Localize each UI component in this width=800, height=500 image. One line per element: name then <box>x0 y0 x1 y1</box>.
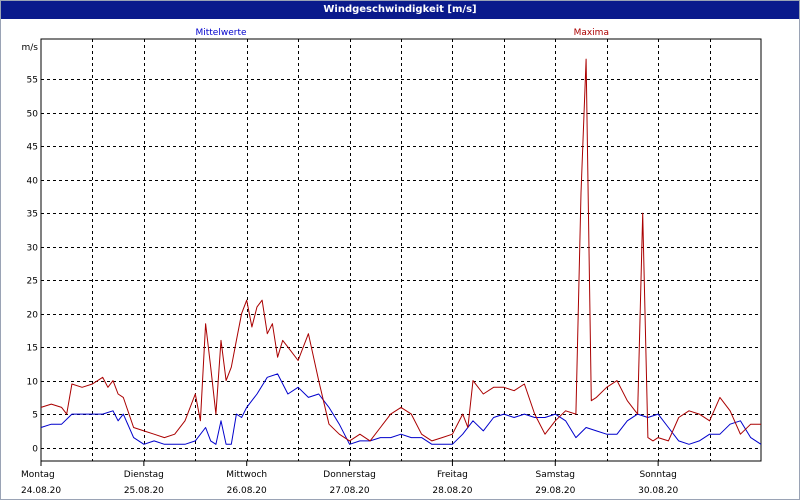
x-day-label: Sonntag <box>639 470 676 480</box>
x-date-label: 29.08.20 <box>535 486 575 496</box>
y-tick-label: 25 <box>27 277 38 287</box>
y-tick-label: 35 <box>27 210 38 220</box>
y-tick-label: 55 <box>27 76 38 86</box>
x-day-label: Donnerstag <box>323 470 376 480</box>
y-tick-label: 50 <box>27 110 39 120</box>
x-day-label: Montag <box>21 470 55 480</box>
series-line-mittelwerte <box>40 373 762 445</box>
y-tick-label: 30 <box>27 244 39 254</box>
legend-label-maxima: Maxima <box>574 28 609 38</box>
y-tick-label: 20 <box>27 311 39 321</box>
x-date-label: 25.08.20 <box>124 486 164 496</box>
x-date-label: 27.08.20 <box>330 486 370 496</box>
x-day-label: Samstag <box>536 470 575 480</box>
y-axis-unit: m/s <box>22 43 39 53</box>
chart-title: Windgeschwindigkeit [m/s] <box>1 1 799 19</box>
x-date-label: 24.08.20 <box>21 486 61 496</box>
series-line-maxima <box>40 58 761 442</box>
x-day-label: Mittwoch <box>226 470 267 480</box>
x-day-label: Freitag <box>437 470 468 480</box>
x-date-label: 28.08.20 <box>432 486 472 496</box>
x-day-label: Dienstag <box>124 470 164 480</box>
y-tick-label: 40 <box>27 177 39 187</box>
y-tick-label: 10 <box>27 378 39 388</box>
y-tick-label: 0 <box>32 445 38 455</box>
x-date-label: 26.08.20 <box>227 486 267 496</box>
x-date-label: 30.08.20 <box>638 486 678 496</box>
y-tick-label: 15 <box>27 344 38 354</box>
y-tick-label: 5 <box>32 411 38 421</box>
legend-label-mittelwerte: Mittelwerte <box>195 28 246 38</box>
y-tick-label: 45 <box>27 143 38 153</box>
